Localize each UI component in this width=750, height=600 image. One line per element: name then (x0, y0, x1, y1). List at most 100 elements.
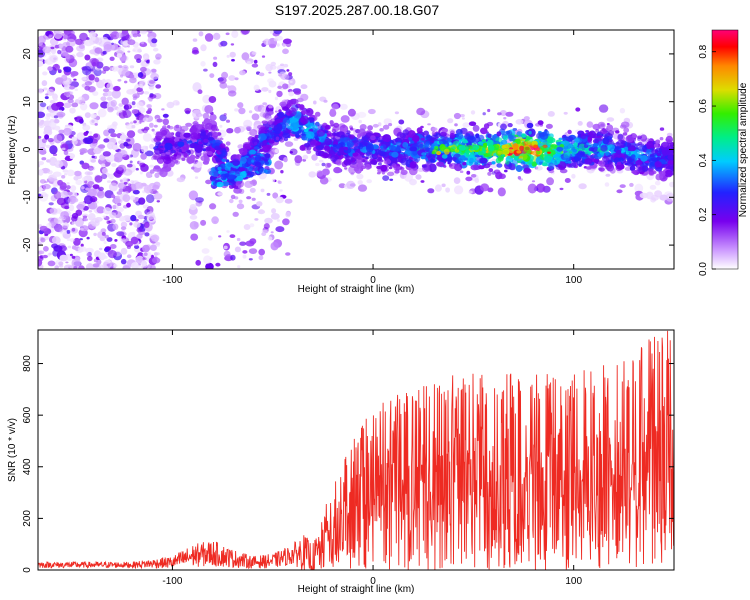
spectrogram-cell (567, 160, 572, 164)
spectrogram-cell (192, 38, 198, 42)
spectrogram-cell (45, 144, 51, 149)
spectrogram-cell (586, 136, 593, 142)
spectrogram-cell (280, 170, 284, 174)
spectrogram-cell (352, 128, 356, 132)
spectrogram-cell (357, 184, 368, 192)
spectrogram-cell (136, 233, 143, 239)
spectrogram-cell (70, 185, 77, 192)
spectrogram-cell (219, 124, 223, 128)
spectrogram-cell (233, 185, 239, 189)
spectrogram-cell (481, 147, 486, 151)
spectrogram-cell (665, 135, 673, 144)
spectrogram-cell (66, 237, 71, 241)
spectrogram-cell (61, 74, 68, 82)
spectrogram-cell (217, 166, 222, 171)
spectrogram-cell (102, 66, 110, 72)
spectrogram-cell (195, 259, 201, 266)
spectrogram-cell (73, 176, 79, 181)
spectrogram-cell (197, 89, 203, 94)
spectrogram-cell (109, 56, 115, 61)
snr-ytick-label: 400 (22, 458, 33, 475)
spectrogram-cell (185, 122, 193, 127)
spectrogram-cell (189, 214, 198, 220)
spectrogram-cell (294, 155, 303, 164)
spectrogram-cell (211, 177, 217, 182)
snr-axes: -100 0 100 0 200 400 600 800 (22, 330, 674, 587)
spectrogram-cell (190, 132, 198, 140)
spectrogram-cell (41, 138, 47, 144)
spectrogram-cell (471, 174, 477, 178)
spectrogram-cell (526, 122, 534, 129)
spectrogram-cell (119, 179, 123, 182)
spectrogram-cell (619, 124, 627, 129)
spectrogram-cell (654, 180, 661, 186)
spectrogram-cell (624, 146, 629, 151)
snr-ytick-label: 200 (22, 510, 33, 527)
spectrogram-cell (119, 215, 125, 222)
spectrogram-cell (416, 142, 422, 146)
spectrogram-cell (398, 119, 405, 125)
spectrogram-cell (92, 91, 99, 96)
spectrogram-cell (637, 137, 641, 141)
spectrogram-cell (236, 237, 241, 242)
spectrogram-cell (179, 129, 185, 133)
spectrogram-cell (223, 245, 228, 250)
spectrogram-cell (436, 161, 445, 167)
spectrogram-cell (282, 218, 290, 226)
spectrogram-cell (455, 158, 464, 164)
spectrogram-cell (276, 219, 280, 222)
spectrogram-cell (153, 124, 158, 128)
spectrogram-cell (186, 150, 191, 153)
spectrogram-cell (67, 191, 73, 196)
spectrogram-cell (122, 194, 131, 203)
spectrogram-cell (273, 124, 283, 133)
spectrogram-cell (421, 152, 427, 156)
spectrogram-cell (349, 134, 355, 140)
spectrogram-cell (219, 137, 224, 141)
spectrogram-cell (651, 149, 659, 155)
spectrogram-cell (96, 206, 105, 214)
spectrogram-cell (220, 173, 227, 181)
spectrogram-cell (225, 159, 230, 163)
spectrogram-cell (226, 119, 230, 123)
snr-ytick-label: 600 (22, 406, 33, 423)
spectrogram-cell (251, 159, 255, 163)
spectrogram-cell (117, 202, 122, 207)
spectrogram-cell (578, 143, 586, 151)
spectrogram-cell (502, 135, 509, 141)
spectrogram-cell (59, 254, 68, 262)
spectrogram-cell (280, 63, 285, 67)
spectrogram-cell (640, 134, 648, 142)
colorbar-tick-label: 0.8 (698, 44, 709, 58)
spectrogram-cell (202, 94, 212, 104)
spectrogram-cell (39, 225, 48, 232)
spectrogram-cell (308, 171, 317, 178)
spectrogram-cell (520, 161, 526, 166)
spectrogram-cell (646, 149, 652, 154)
spectrogram-cell (516, 150, 522, 154)
spectrogram-cell (116, 46, 125, 56)
spectrogram-cell (126, 138, 131, 142)
spectrogram-cell (175, 124, 180, 129)
spectrogram-cell (47, 66, 53, 72)
spectrogram-cell (453, 185, 464, 195)
spectrogram-cell (230, 254, 236, 261)
spectrogram-cell (517, 160, 521, 163)
spectrogram-cell (283, 157, 288, 163)
spectrogram-cell (346, 130, 351, 135)
spectrogram-cell (436, 156, 443, 161)
spectrogram-cell (64, 84, 68, 87)
spectrogram-cell (339, 136, 347, 141)
spectrogram-cell (296, 97, 304, 103)
spectrogram-cell (369, 154, 377, 160)
spectrogram-cell (332, 103, 339, 110)
spectrogram-cell (309, 117, 315, 122)
spectrogram-cell (136, 101, 144, 109)
spectrogram-cell (629, 165, 636, 171)
spectrogram-cell (261, 232, 267, 237)
spectrogram-cell (82, 215, 88, 219)
spectrogram-cell (110, 218, 116, 224)
spectrogram-xtick-label: 100 (565, 275, 582, 286)
spectrogram-cell (483, 163, 491, 169)
